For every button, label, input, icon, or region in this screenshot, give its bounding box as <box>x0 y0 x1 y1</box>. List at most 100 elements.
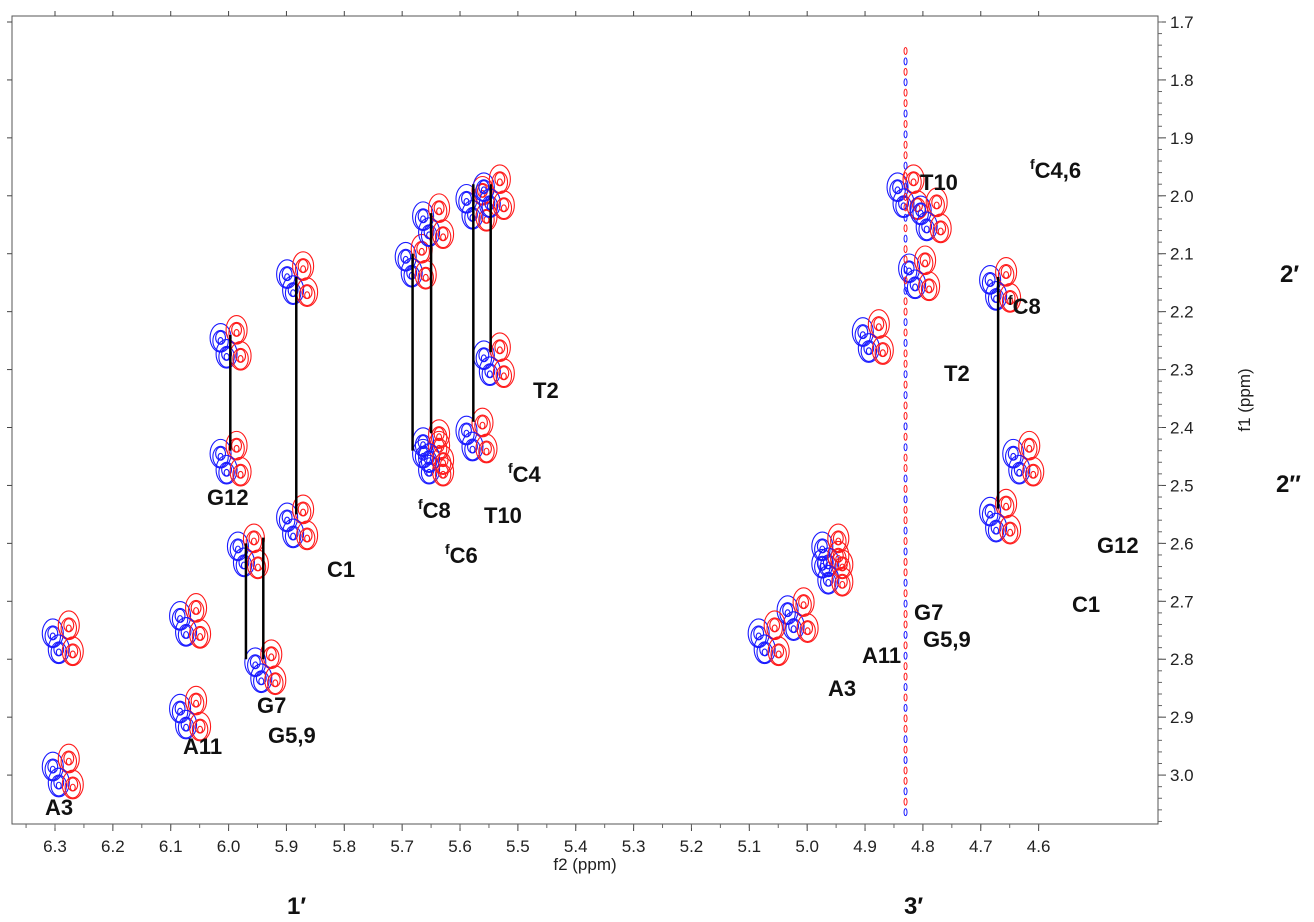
contour-ring <box>290 289 297 297</box>
contour-ring <box>904 269 927 300</box>
contour-ring <box>434 452 452 475</box>
region-label-1prime: 1′ <box>287 893 306 920</box>
peak-contour-negative <box>61 636 84 667</box>
contour-ring <box>57 743 80 774</box>
contour-ring <box>892 188 915 219</box>
x-tick-label: 6.3 <box>43 837 67 856</box>
peak-label-fc8r-text: C8 <box>1013 294 1041 319</box>
peak-label-a11-left: A11 <box>183 734 222 759</box>
contour-ring <box>232 347 249 370</box>
contour-ring <box>997 263 1015 286</box>
peak-contour-positive <box>215 454 238 485</box>
contour-ring <box>775 650 782 659</box>
contour-ring <box>747 618 770 649</box>
contour-ring <box>169 601 192 631</box>
peak-contour-negative <box>296 277 319 307</box>
x-tick-label: 6.0 <box>217 837 241 856</box>
contour-ring <box>1001 289 1019 312</box>
contour-ring <box>767 636 790 667</box>
contour-ring <box>50 641 68 664</box>
contour-ring <box>799 620 816 643</box>
contour-ring <box>422 273 429 282</box>
peak-contour-positive <box>898 253 921 284</box>
contour-ring <box>41 751 64 782</box>
contour-ring <box>481 363 499 386</box>
solvent-noise-dot <box>903 599 908 608</box>
contour-ring <box>857 333 880 363</box>
x-tick-label: 5.2 <box>680 837 704 856</box>
peak-contour-positive <box>47 767 70 798</box>
contour-ring <box>492 358 515 389</box>
contour-ring <box>223 468 230 477</box>
plot-frame <box>11 15 1159 825</box>
x-tick-label: 5.0 <box>795 837 819 856</box>
contour-ring <box>937 227 944 236</box>
contour-ring <box>267 672 284 695</box>
solvent-noise-dot <box>903 568 908 577</box>
contour-ring <box>922 259 929 268</box>
contour-ring <box>276 259 299 289</box>
contour-ring <box>47 767 70 798</box>
solvent-noise-dot <box>903 57 908 66</box>
solvent-noise-dot <box>903 683 908 692</box>
contour-ring <box>189 711 212 742</box>
peak-label-fc8-left: fC8 <box>418 496 451 523</box>
peak-contour-negative <box>225 430 248 461</box>
contour-ring <box>191 625 209 648</box>
contour-ring <box>263 646 280 669</box>
contour-ring <box>811 531 834 562</box>
peak-label-t2-left: T2 <box>533 378 559 403</box>
x-tick-label: 5.7 <box>390 837 414 856</box>
contour-ring <box>418 247 425 256</box>
superscript-f: f <box>1008 292 1013 308</box>
solvent-noise-dot <box>903 276 908 285</box>
solvent-noise-dot <box>903 787 908 796</box>
contour-ring <box>926 285 933 294</box>
solvent-noise-dot <box>903 359 908 368</box>
peak-label-a3-right: A3 <box>828 676 856 701</box>
solvent-noise-dot <box>903 328 908 337</box>
peak-contour-negative <box>189 711 212 742</box>
contour-ring <box>294 258 312 281</box>
contour-ring <box>496 178 503 187</box>
contour-ring <box>183 723 190 732</box>
peak-contour-negative <box>475 433 498 464</box>
contour-ring <box>296 520 319 551</box>
contour-ring <box>232 463 249 486</box>
contour-ring <box>478 208 495 231</box>
solvent-noise-dot <box>903 776 908 785</box>
contour-ring <box>831 566 854 597</box>
contour-ring <box>1011 461 1028 484</box>
contour-ring <box>420 461 438 484</box>
peak-contour-negative <box>871 335 894 365</box>
contour-ring <box>792 587 815 617</box>
contour-ring <box>292 494 315 525</box>
contour-ring <box>912 283 919 292</box>
peak-label-c1-left: C1 <box>327 557 355 582</box>
peak-contour-positive <box>985 512 1008 543</box>
solvent-noise-dot <box>903 443 908 452</box>
peak-contour-negative <box>246 549 269 580</box>
y-tick-label: 2.6 <box>1170 534 1194 553</box>
contour-ring <box>827 523 850 554</box>
peak-contour-negative <box>264 665 287 696</box>
solvent-noise-dot <box>903 610 908 619</box>
contour-ring <box>886 172 909 203</box>
peak-contour-negative <box>995 488 1018 519</box>
solvent-noise-dot <box>903 99 908 108</box>
peak-contour-negative <box>428 193 451 224</box>
contour-ring <box>918 271 941 302</box>
contour-ring <box>290 532 297 541</box>
solvent-noise-dot <box>903 391 908 400</box>
solvent-noise-dot <box>903 286 908 295</box>
solvent-noise-dot <box>903 67 908 76</box>
contour-ring <box>835 554 842 563</box>
contour-ring <box>1016 468 1023 477</box>
peak-contour-positive <box>232 547 255 578</box>
contour-ring <box>187 692 205 715</box>
contour-ring <box>47 634 70 665</box>
peak-contour-positive <box>418 443 441 473</box>
contour-ring <box>916 252 934 275</box>
peak-contour-negative <box>918 271 941 302</box>
contour-ring <box>260 639 283 670</box>
